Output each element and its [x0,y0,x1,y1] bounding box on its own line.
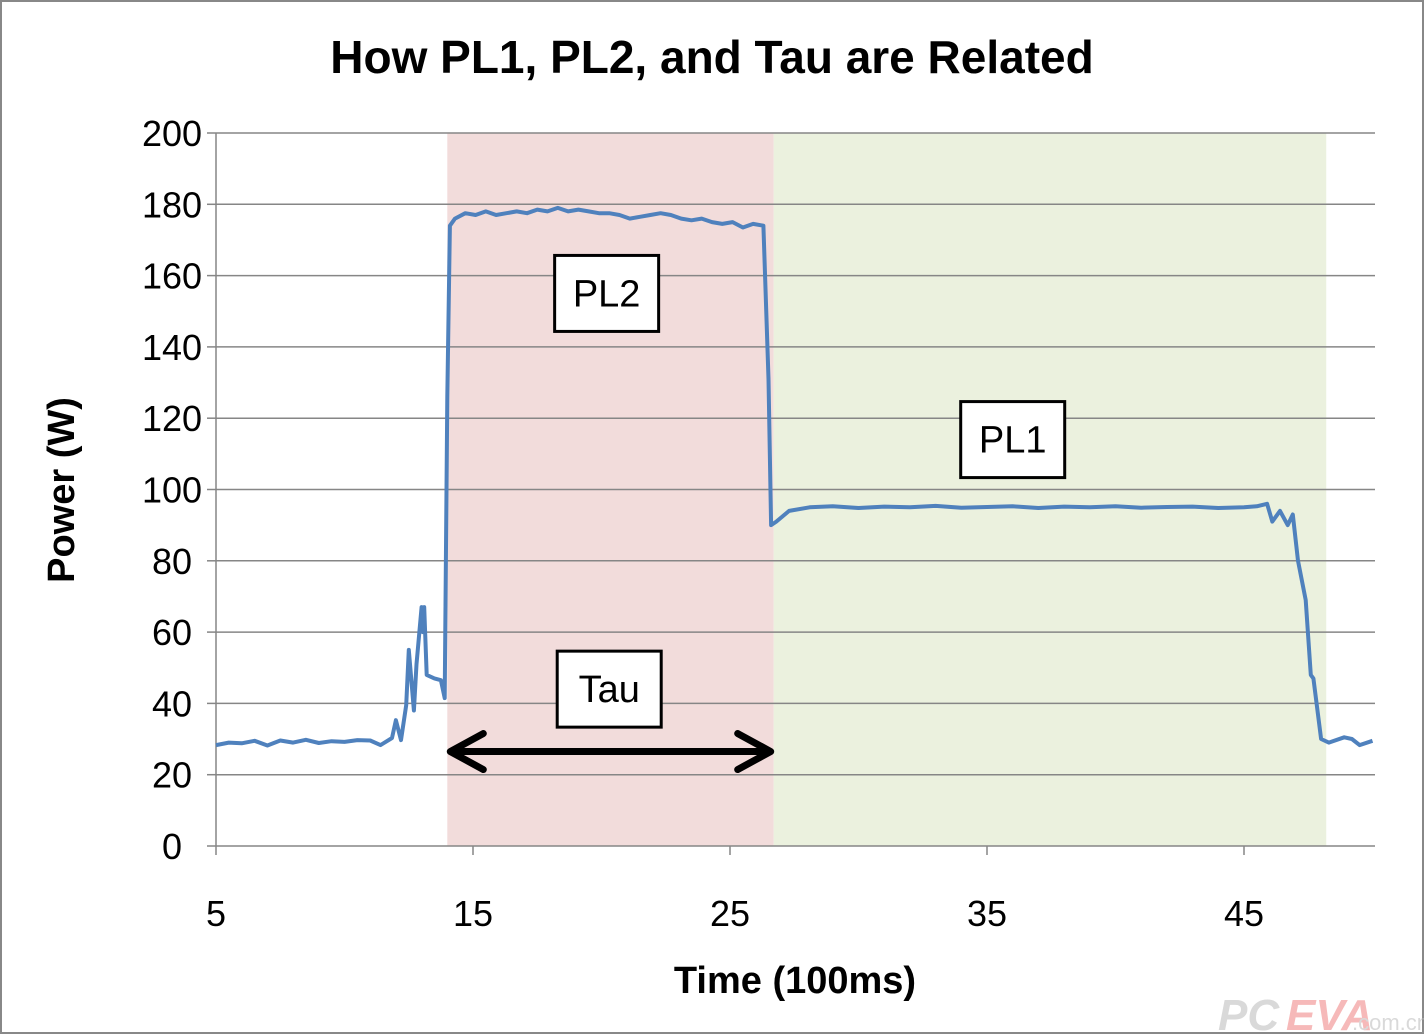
tau-label-box [555,649,663,729]
pl1-label-box [959,400,1067,480]
y-tick-label: 200 [142,113,202,154]
x-tick-label: 45 [1224,893,1264,934]
pl1-label: PL1 [979,420,1047,462]
chart-title: How PL1, PL2, and Tau are Related [330,31,1093,83]
y-tick-label: 60 [152,612,192,653]
x-tick-label: 5 [206,893,226,934]
watermark-logo: PC EVA .com.cn [1218,991,1424,1034]
svg-text:.com.cn: .com.cn [1352,1010,1424,1034]
y-tick-label: 0 [162,826,182,867]
y-tick-label: 180 [142,184,202,225]
x-axis-label: Time (100ms) [674,960,916,1002]
y-tick-label: 80 [152,541,192,582]
y-tick-label: 140 [142,327,202,368]
tau-arrow-left-head [446,730,487,774]
power-series-line [215,205,1374,748]
y-tick-label: 100 [142,470,202,511]
tau-arrow-right-head [734,730,775,774]
y-tick-label: 120 [142,398,202,439]
tau-label: Tau [579,669,640,711]
svg-text:EVA: EVA [1286,991,1373,1034]
y-tick-label: 40 [152,683,192,724]
y-tick-label: 160 [142,256,202,297]
x-tick-label: 25 [710,893,750,934]
y-axis-label: Power (W) [41,397,83,583]
svg-text:PC: PC [1218,991,1280,1034]
x-tick-label: 15 [453,893,493,934]
pl2-label: PL2 [573,273,641,315]
x-tick-label: 35 [967,893,1007,934]
y-tick-label: 20 [152,755,192,796]
pl2-label-box [553,253,661,333]
